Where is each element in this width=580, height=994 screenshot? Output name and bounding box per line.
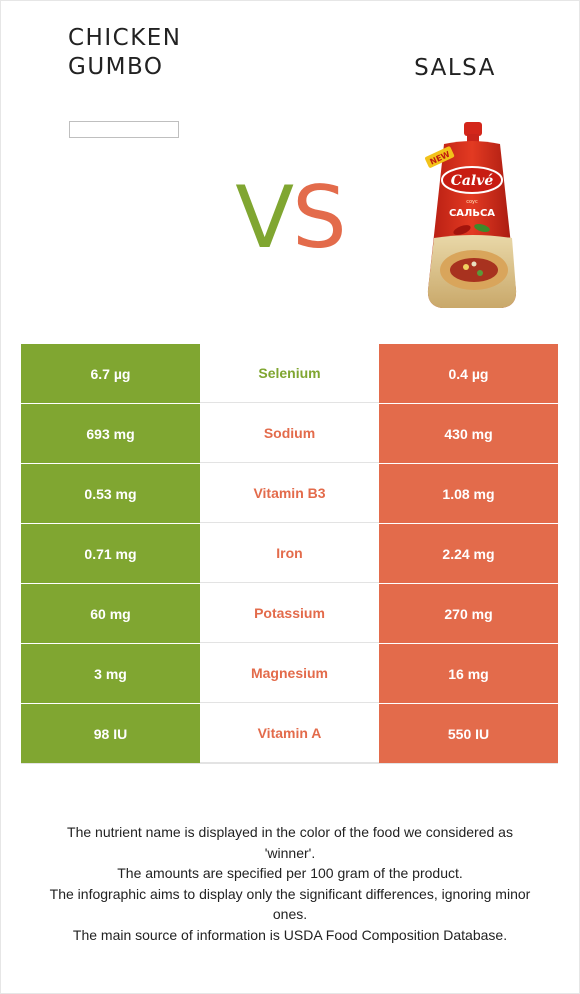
burrito-filling bbox=[450, 258, 498, 282]
table-row: 6.7 µg Selenium 0.4 µg bbox=[21, 344, 558, 404]
right-food-value: 1.08 mg bbox=[379, 464, 558, 523]
pouch-neck bbox=[467, 134, 479, 142]
left-food-value: 0.71 mg bbox=[21, 524, 200, 583]
footnote-line: The main source of information is USDA F… bbox=[72, 926, 508, 943]
brand-logo-oval bbox=[441, 166, 503, 194]
right-food-value: 2.24 mg bbox=[379, 524, 558, 583]
product-subtitle-small: соус bbox=[466, 199, 478, 205]
left-food-value: 0.53 mg bbox=[21, 464, 200, 523]
table-bottom-border bbox=[21, 763, 558, 764]
pepper-red-icon bbox=[453, 225, 471, 235]
right-food-value: 550 IU bbox=[379, 704, 558, 763]
footnote-line: The amounts are specified per 100 gram o… bbox=[117, 865, 463, 881]
table-row: 98 IU Vitamin A 550 IU bbox=[21, 704, 558, 763]
left-food-image-placeholder bbox=[69, 121, 179, 138]
nutrient-name: Magnesium bbox=[200, 644, 379, 703]
vs-label: VS bbox=[222, 168, 358, 268]
left-food-value: 98 IU bbox=[21, 704, 200, 763]
right-food-title: SALSA bbox=[414, 55, 496, 81]
footnote-line: ones. bbox=[272, 906, 308, 922]
footnote-line: The infographic aims to display only the… bbox=[49, 885, 531, 902]
brand-logo-text: Calvé bbox=[451, 173, 494, 189]
table-row: 0.53 mg Vitamin B3 1.08 mg bbox=[21, 464, 558, 524]
nutrient-name: Sodium bbox=[200, 404, 379, 463]
left-food-value: 60 mg bbox=[21, 584, 200, 643]
nutrient-name: Iron bbox=[200, 524, 379, 583]
footnote: The nutrient name is displayed in the co… bbox=[20, 822, 560, 945]
left-food-value: 6.7 µg bbox=[21, 344, 200, 403]
right-food-value: 270 mg bbox=[379, 584, 558, 643]
left-food-title-line2: GUMBO bbox=[68, 54, 164, 80]
nutrient-name: Vitamin B3 bbox=[200, 464, 379, 523]
nutrient-name: Vitamin A bbox=[200, 704, 379, 763]
nutrient-comparison-table: 6.7 µg Selenium 0.4 µg 693 mg Sodium 430 mg 0.… bbox=[21, 344, 558, 763]
right-food-value: 430 mg bbox=[379, 404, 558, 463]
left-food-title-line1: CHICKEN bbox=[68, 25, 182, 51]
right-food-value: 0.4 µg bbox=[379, 344, 558, 403]
pouch-cap bbox=[464, 122, 482, 136]
salsa-pouch-image: NEW Calvé соус САЛЬСА bbox=[425, 122, 517, 308]
nutrient-name: Potassium bbox=[200, 584, 379, 643]
left-food-title: CHICKEN GUMBO bbox=[68, 24, 228, 82]
footnote-line: The nutrient name is displayed in the co… bbox=[67, 824, 513, 840]
nutrient-name: Selenium bbox=[200, 344, 379, 403]
table-row: 60 mg Potassium 270 mg bbox=[21, 584, 558, 644]
table-row: 3 mg Magnesium 16 mg bbox=[21, 644, 558, 704]
product-subtitle: САЛЬСА bbox=[449, 208, 495, 219]
table-row: 0.71 mg Iron 2.24 mg bbox=[21, 524, 558, 584]
footnote-line: 'winner'. bbox=[264, 844, 316, 861]
table-row: 693 mg Sodium 430 mg bbox=[21, 404, 558, 464]
pepper-green-icon bbox=[474, 224, 490, 232]
right-food-value: 16 mg bbox=[379, 644, 558, 703]
left-food-value: 693 mg bbox=[21, 404, 200, 463]
vs-letter-v: V bbox=[235, 168, 294, 268]
vs-letter-s: S bbox=[292, 168, 347, 268]
left-food-value: 3 mg bbox=[21, 644, 200, 703]
